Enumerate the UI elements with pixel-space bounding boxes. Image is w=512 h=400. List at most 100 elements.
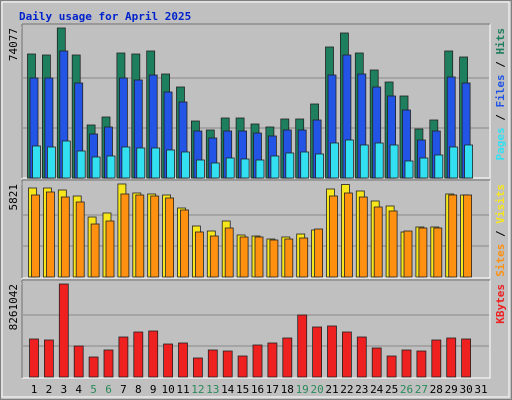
bar — [284, 238, 294, 278]
x-tick-label: 3 — [60, 383, 67, 396]
legend-entry: KBytes — [494, 284, 507, 324]
legend-separator: / — [494, 108, 507, 128]
bar — [416, 350, 427, 378]
bar — [44, 339, 54, 378]
bar — [341, 331, 352, 378]
bar — [136, 147, 146, 179]
legend: Pages / Files / Hits — [494, 28, 507, 161]
bar — [209, 235, 219, 278]
bar — [446, 337, 457, 378]
bar — [419, 157, 429, 179]
bar — [434, 154, 444, 179]
bar — [105, 220, 115, 278]
y-tick-label: 5821 — [7, 184, 20, 211]
bar — [121, 146, 131, 179]
x-tick-label: 9 — [150, 383, 157, 396]
bar — [58, 283, 69, 378]
bar — [106, 155, 116, 179]
bar — [448, 194, 458, 278]
bar — [329, 195, 338, 278]
bar — [133, 331, 144, 378]
bar — [32, 145, 41, 179]
bar — [31, 194, 40, 278]
bar — [150, 195, 160, 278]
bar — [433, 227, 443, 278]
bar — [254, 236, 264, 278]
bar — [195, 159, 205, 179]
bar — [461, 338, 472, 378]
bar — [91, 156, 101, 179]
x-tick-label: 12 — [191, 383, 204, 396]
x-tick-label: 19 — [296, 383, 309, 396]
bar — [239, 236, 249, 278]
bar — [270, 155, 280, 179]
x-tick-label: 20 — [310, 383, 323, 396]
bar — [282, 337, 293, 378]
x-tick-label: 26 — [400, 383, 413, 396]
bar — [356, 336, 367, 378]
bar — [222, 350, 233, 378]
y-tick-label: 74077 — [7, 28, 20, 61]
bar — [285, 152, 295, 179]
legend-separator: / — [494, 224, 507, 244]
bar — [403, 230, 413, 278]
x-tick-label: 17 — [266, 383, 279, 396]
legend-entry: Hits — [494, 28, 507, 55]
bar — [46, 191, 55, 278]
bar — [120, 193, 130, 278]
bar — [449, 146, 459, 179]
legend-separator: / — [494, 55, 507, 75]
bar — [267, 342, 278, 378]
bar — [210, 162, 220, 179]
bar — [300, 151, 310, 179]
bar — [224, 227, 234, 278]
x-tick-label: 30 — [459, 383, 472, 396]
x-tick-label: 31 — [474, 383, 487, 396]
bar — [207, 349, 218, 378]
bar — [47, 146, 56, 179]
bar — [76, 150, 86, 179]
bar — [29, 338, 39, 378]
bar — [371, 347, 382, 378]
bar — [418, 227, 428, 278]
bar — [88, 356, 99, 378]
bar — [330, 142, 339, 179]
x-tick-label: 11 — [176, 383, 189, 396]
y-tick-label: 8261042 — [7, 284, 20, 330]
bar — [255, 159, 265, 179]
legend-entry: Visits — [494, 184, 507, 224]
chart-title: Daily usage for April 2025 — [19, 10, 191, 23]
x-tick-label: 1 — [31, 383, 38, 396]
x-tick-label: 16 — [251, 383, 264, 396]
bar — [180, 209, 189, 278]
bar — [60, 196, 70, 278]
bar — [178, 342, 188, 378]
bar — [299, 237, 309, 278]
bar — [401, 349, 412, 378]
x-tick-label: 15 — [236, 383, 249, 396]
bar — [315, 153, 325, 179]
bar — [237, 355, 248, 378]
bar — [297, 314, 308, 378]
x-tick-label: 27 — [415, 383, 428, 396]
legend: KBytes — [494, 284, 507, 324]
bar — [463, 194, 473, 278]
bar — [148, 330, 159, 378]
legend: Sites / Visits — [494, 184, 507, 277]
bar — [404, 160, 414, 179]
bar — [192, 357, 203, 378]
x-tick-label: 13 — [206, 383, 219, 396]
x-tick-label: 4 — [75, 383, 82, 396]
x-tick-label: 2 — [46, 383, 53, 396]
x-tick-label: 6 — [105, 383, 112, 396]
bar — [252, 344, 263, 378]
bar — [90, 223, 100, 278]
bar — [118, 336, 129, 378]
bar — [358, 196, 368, 278]
bar — [151, 147, 161, 179]
bar — [166, 149, 176, 179]
legend-entry: Sites — [494, 244, 507, 277]
x-tick-label: 8 — [135, 383, 142, 396]
